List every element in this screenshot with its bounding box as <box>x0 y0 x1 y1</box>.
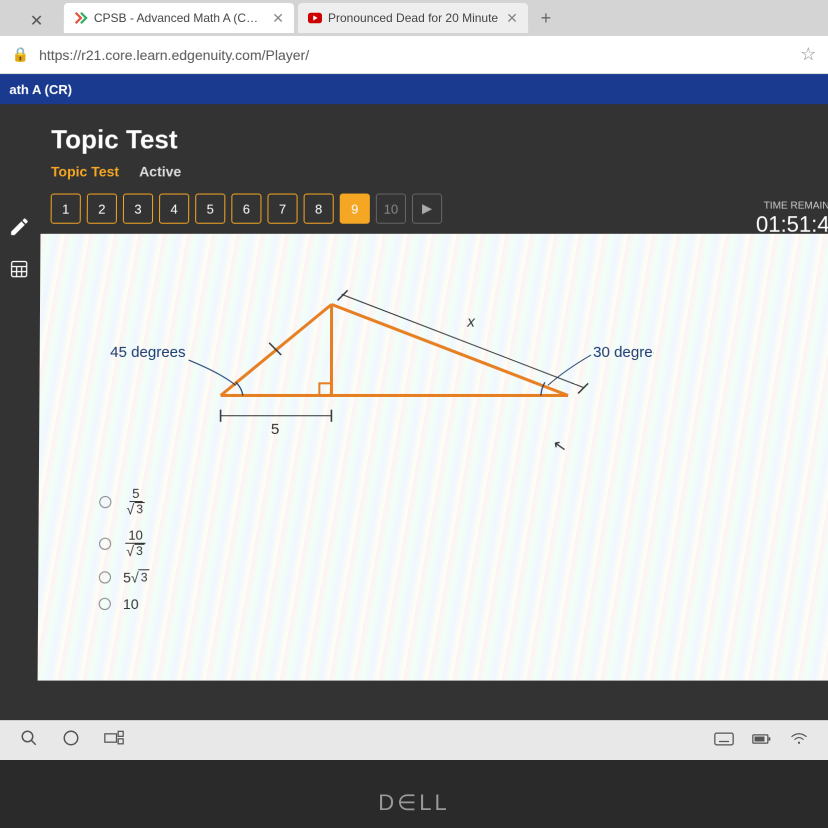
tab-youtube[interactable]: Pronounced Dead for 20 Minute ✕ <box>298 3 528 33</box>
subtitle: Topic Test <box>51 163 119 179</box>
answer-option-4[interactable]: 10 <box>99 596 150 612</box>
address-bar: 🔒 https://r21.core.learn.edgenuity.com/P… <box>0 36 828 74</box>
calculator-icon[interactable] <box>7 257 31 281</box>
lock-icon: 🔒 <box>12 46 30 63</box>
tab-title: CPSB - Advanced Math A (CR) - E <box>94 11 264 25</box>
cortana-icon[interactable] <box>62 729 80 752</box>
answer-options: 5 √3 10 √3 5√3 <box>99 487 150 623</box>
question-7[interactable]: 7 <box>267 194 297 224</box>
youtube-icon <box>308 11 322 25</box>
close-icon[interactable]: ✕ <box>30 11 44 25</box>
base-label: 5 <box>271 421 279 438</box>
course-header: ath A (CR) <box>0 74 828 104</box>
question-nav: 1 2 3 4 5 6 7 8 9 10 ▶ <box>51 194 828 224</box>
url-text[interactable]: https://r21.core.learn.edgenuity.com/Pla… <box>39 47 800 63</box>
battery-icon[interactable] <box>752 733 772 748</box>
tab-title: Pronounced Dead for 20 Minute <box>328 11 498 25</box>
next-arrow-button[interactable]: ▶ <box>412 194 442 224</box>
question-8[interactable]: 8 <box>304 194 334 224</box>
triangle-diagram: 45 degrees 30 degrees x 5 <box>89 254 654 477</box>
question-6[interactable]: 6 <box>231 194 261 224</box>
wifi-icon[interactable] <box>790 732 808 749</box>
question-4[interactable]: 4 <box>159 194 189 224</box>
left-toolbar <box>0 104 41 749</box>
radio-icon[interactable] <box>99 572 111 584</box>
course-name: ath A (CR) <box>9 82 72 97</box>
dell-logo: D∈LL <box>378 790 450 816</box>
answer-option-3[interactable]: 5√3 <box>99 570 150 586</box>
question-panel: 45 degrees 30 degrees x 5 ↖ 5 √3 <box>38 234 828 681</box>
tab-close-icon[interactable]: ✕ <box>506 9 518 26</box>
question-3[interactable]: 3 <box>123 194 153 224</box>
timer-label: TIME REMAIN <box>756 201 828 212</box>
angle-right-label: 30 degrees <box>593 344 654 361</box>
angle-left-label: 45 degrees <box>110 344 186 361</box>
windows-taskbar <box>0 720 828 760</box>
pencil-icon[interactable] <box>7 215 31 239</box>
question-5[interactable]: 5 <box>195 194 225 224</box>
page-title: Topic Test <box>51 124 828 155</box>
answer-option-2[interactable]: 10 √3 <box>99 528 150 559</box>
edgenuity-icon <box>74 11 88 25</box>
radio-icon[interactable] <box>99 598 111 610</box>
tab-close-icon[interactable]: ✕ <box>272 9 284 26</box>
status-label: Active <box>139 163 181 179</box>
search-icon[interactable] <box>20 729 38 752</box>
tab-edgenuity[interactable]: CPSB - Advanced Math A (CR) - E ✕ <box>64 3 294 33</box>
timer: TIME REMAIN 01:51:4 <box>756 201 828 238</box>
task-view-icon[interactable] <box>104 730 124 751</box>
question-9[interactable]: 9 <box>340 194 370 224</box>
question-10: 10 <box>376 194 406 224</box>
question-2[interactable]: 2 <box>87 194 117 224</box>
radio-icon[interactable] <box>99 538 111 550</box>
browser-tabs-bar: ✕ CPSB - Advanced Math A (CR) - E ✕ Pron… <box>0 0 828 36</box>
new-tab-button[interactable]: + <box>532 4 560 32</box>
keyboard-icon[interactable] <box>714 732 734 749</box>
question-1[interactable]: 1 <box>51 194 81 224</box>
answer-option-1[interactable]: 5 √3 <box>99 487 150 518</box>
favorite-icon[interactable]: ☆ <box>800 44 816 65</box>
radio-icon[interactable] <box>99 496 111 508</box>
x-label: x <box>466 314 475 331</box>
